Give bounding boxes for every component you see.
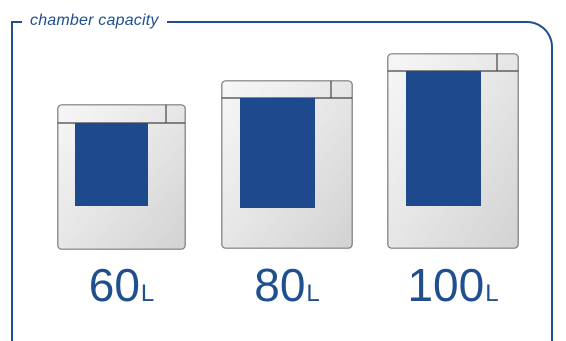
- capacity-unit: L: [306, 280, 320, 307]
- section-title: chamber capacity: [22, 11, 167, 31]
- chamber-100-illustration: [387, 53, 519, 249]
- capacity-frame: [11, 21, 553, 341]
- chamber-60-illustration: [57, 104, 186, 250]
- capacity-value: 100: [407, 259, 485, 311]
- chamber-80-illustration: [221, 80, 353, 249]
- capacity-unit: L: [140, 280, 155, 307]
- capacity-label-100: 100L: [387, 257, 519, 313]
- capacity-label-60: 60L: [57, 257, 186, 313]
- capacity-label-80: 80L: [221, 257, 353, 313]
- capacity-value: 80: [254, 259, 306, 311]
- capacity-unit: L: [485, 280, 499, 307]
- capacity-value: 60: [88, 259, 140, 311]
